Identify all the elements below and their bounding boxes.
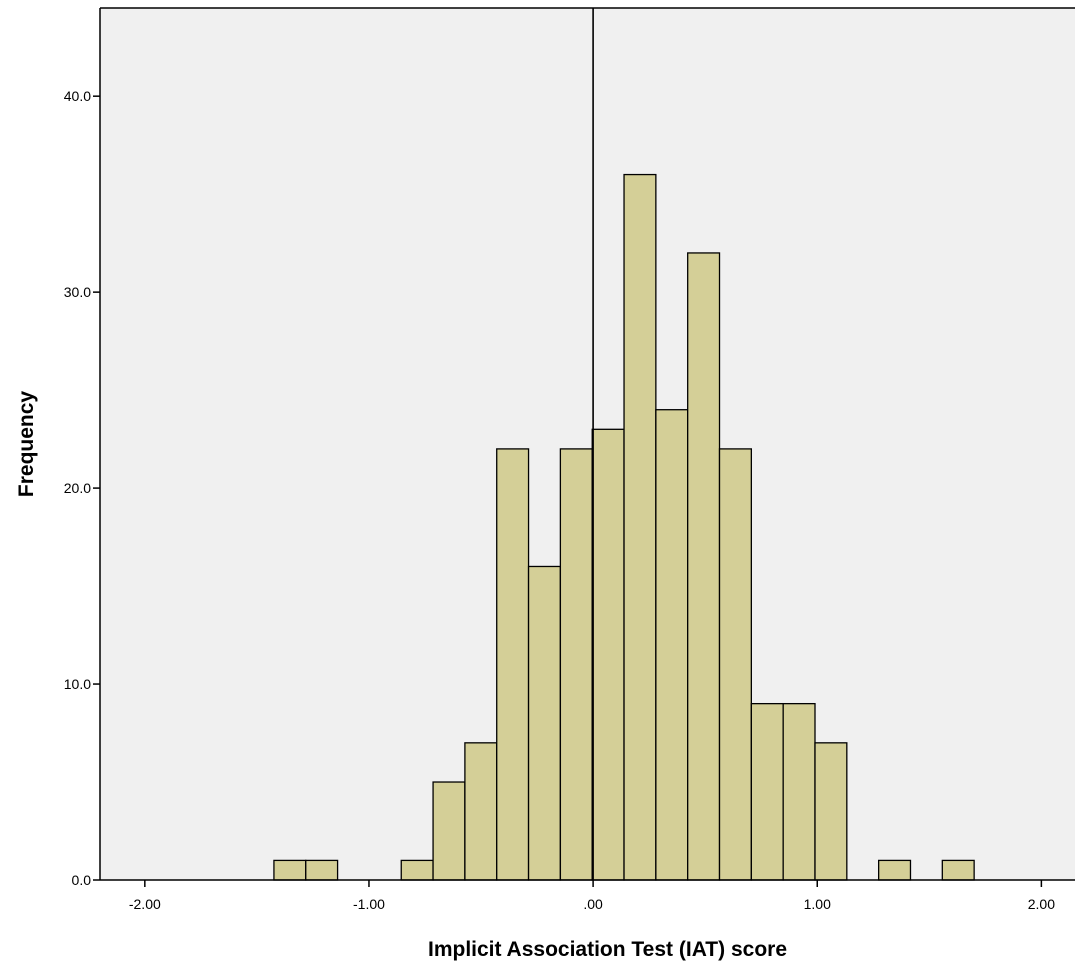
y-axis-ticks: 0.0 10.0 20.0 30.0 40.0 <box>64 88 100 888</box>
histogram-bar <box>718 448 752 881</box>
y-tick-label: 0.0 <box>72 872 92 888</box>
x-tick-label: .00 <box>583 896 603 912</box>
histogram-bar <box>623 173 657 881</box>
y-tick-label: 30.0 <box>64 284 91 300</box>
x-tick-label: -2.00 <box>129 896 161 912</box>
histogram-bar <box>941 859 975 881</box>
y-tick-label: 10.0 <box>64 676 91 692</box>
histogram-bar <box>432 781 466 881</box>
histogram-bar <box>273 859 307 881</box>
histogram-bar <box>814 742 848 881</box>
histogram-bar <box>527 565 562 881</box>
histogram-bars <box>273 173 975 881</box>
x-axis-title: Implicit Association Test (IAT) score <box>428 938 787 961</box>
axes <box>99 7 1075 881</box>
x-tick-label: 1.00 <box>804 896 831 912</box>
histogram-bar <box>400 859 434 881</box>
y-tick-label: 20.0 <box>64 480 91 496</box>
y-axis-title: Frequency <box>15 391 38 498</box>
histogram-bar <box>750 702 784 881</box>
x-tick-label: -1.00 <box>353 896 385 912</box>
histogram-bar <box>687 252 721 881</box>
histogram-bar <box>878 859 912 881</box>
histogram-bar <box>591 428 625 881</box>
x-axis-ticks: -2.00 -1.00 .00 1.00 2.00 <box>129 880 1055 912</box>
x-tick-label: 2.00 <box>1028 896 1055 912</box>
y-tick-label: 40.0 <box>64 88 91 104</box>
histogram-bar <box>559 448 593 881</box>
histogram-bar <box>464 742 498 881</box>
histogram-bar <box>782 702 816 881</box>
histogram-bar <box>655 409 689 881</box>
histogram-bar <box>496 448 530 881</box>
histogram-bar <box>305 859 339 881</box>
